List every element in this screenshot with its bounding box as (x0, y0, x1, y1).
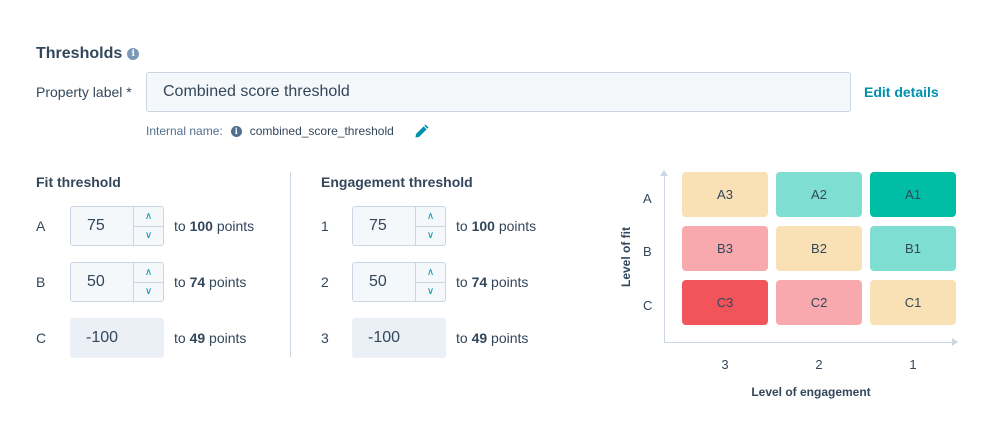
x-tick: 2 (815, 357, 823, 372)
chevron-up-icon[interactable]: ∧ (134, 263, 163, 283)
x-axis (664, 342, 954, 343)
edit-details-link[interactable]: Edit details (864, 84, 939, 100)
engagement-row-key: 2 (321, 274, 329, 290)
chevron-up-icon[interactable]: ∧ (134, 207, 163, 227)
fit-a-value[interactable]: 75 (87, 217, 105, 234)
fit-b-value[interactable]: 50 (87, 273, 105, 290)
y-tick: A (643, 191, 652, 206)
arrow-up-icon (660, 170, 668, 176)
engagement-1-range: to 100 points (456, 218, 537, 234)
engagement-row-3: 3 -100 to 49 points (321, 318, 528, 358)
fit-b-stepper[interactable]: 50 ∧ ∨ (70, 262, 164, 302)
fit-a-stepper[interactable]: 75 ∧ ∨ (70, 206, 164, 246)
engagement-1-value[interactable]: 75 (369, 217, 387, 234)
engagement-threshold-title: Engagement threshold (321, 174, 473, 190)
matrix-cell-a3: A3 (682, 172, 768, 217)
fit-row-key: B (36, 274, 46, 290)
engagement-row-1: 1 75 ∧ ∨ to 100 points (321, 206, 536, 246)
chevron-down-icon[interactable]: ∨ (144, 230, 153, 242)
engagement-3-value: -100 (352, 318, 446, 358)
fit-a-range: to 100 points (174, 218, 255, 234)
fit-row-c: C -100 to 49 points (36, 318, 246, 358)
engagement-3-range: to 49 points (456, 330, 529, 346)
matrix-cell-b2: B2 (776, 226, 862, 271)
engagement-2-value[interactable]: 50 (369, 273, 387, 290)
engagement-1-stepper[interactable]: 75 ∧ ∨ (352, 206, 446, 246)
pencil-icon[interactable] (414, 123, 430, 139)
internal-name: Internal name: i combined_score_threshol… (146, 123, 430, 139)
fit-c-range: to 49 points (174, 330, 247, 346)
engagement-row-key: 3 (321, 330, 329, 346)
engagement-row-key: 1 (321, 218, 329, 234)
matrix-cell-c3: C3 (682, 280, 768, 325)
chevron-up-icon[interactable]: ∧ (416, 263, 445, 283)
info-icon[interactable]: i (127, 48, 140, 60)
matrix-cell-b1: B1 (870, 226, 956, 271)
section-title: Thresholds i (36, 45, 140, 63)
property-label-input[interactable]: Combined score threshold (146, 72, 851, 112)
x-tick: 3 (721, 357, 729, 372)
fit-c-value: -100 (70, 318, 164, 358)
chevron-down-icon[interactable]: ∨ (426, 230, 435, 242)
matrix-cell-a2: A2 (776, 172, 862, 217)
fit-threshold-title: Fit threshold (36, 174, 121, 190)
internal-name-label: Internal name: (146, 124, 223, 138)
info-icon[interactable]: i (230, 125, 242, 137)
matrix-cell-c2: C2 (776, 280, 862, 325)
y-tick: C (643, 298, 653, 313)
x-axis-label: Level of engagement (751, 385, 871, 399)
fit-row-key: C (36, 330, 47, 346)
internal-name-value: combined_score_threshold (249, 124, 394, 138)
section-title-text: Thresholds (36, 45, 123, 62)
engagement-2-range: to 74 points (456, 274, 529, 290)
column-divider (290, 172, 291, 357)
matrix-cell-a1: A1 (870, 172, 956, 217)
chevron-up-icon[interactable]: ∧ (416, 207, 445, 227)
fit-row-b: B 50 ∧ ∨ to 74 points (36, 262, 246, 302)
property-label: Property label * (36, 84, 132, 100)
chevron-down-icon[interactable]: ∨ (144, 286, 153, 298)
y-axis (664, 172, 665, 342)
engagement-2-stepper[interactable]: 50 ∧ ∨ (352, 262, 446, 302)
fit-row-key: A (36, 218, 46, 234)
engagement-row-2: 2 50 ∧ ∨ to 74 points (321, 262, 528, 302)
y-axis-label: Level of fit (619, 227, 633, 288)
y-tick: B (643, 244, 652, 259)
x-tick: 1 (909, 357, 917, 372)
matrix-cell-b3: B3 (682, 226, 768, 271)
chevron-down-icon[interactable]: ∨ (426, 286, 435, 298)
fit-b-range: to 74 points (174, 274, 247, 290)
matrix-cell-c1: C1 (870, 280, 956, 325)
fit-row-a: A 75 ∧ ∨ to 100 points (36, 206, 254, 246)
arrow-right-icon (952, 338, 958, 346)
